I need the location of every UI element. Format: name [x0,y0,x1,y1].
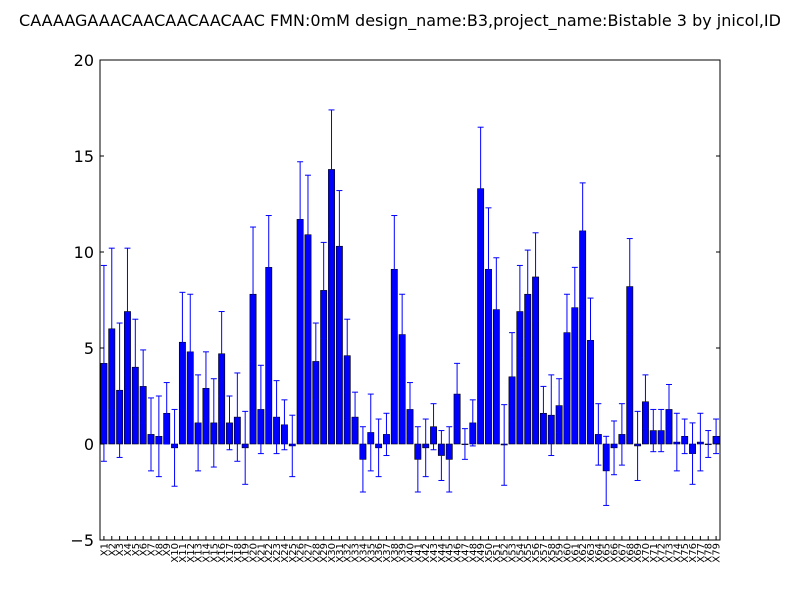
x-tick-label: X7 [147,543,158,556]
x-tick-label: X76 [688,543,699,563]
x-tick-label: X70 [641,543,652,563]
x-tick-label: X56 [531,543,542,563]
x-tick-label: X71 [649,543,660,563]
x-tick-label: X36 [374,543,385,563]
x-tick-label: X50 [484,543,495,563]
x-tick-label: X33 [351,543,362,563]
x-tick-label: X65 [602,543,613,563]
x-tick-label: X20 [249,543,260,563]
x-tick-label: X52 [500,543,511,563]
x-tick-label: X24 [280,543,291,563]
x-tick-label: X31 [335,543,346,563]
x-tick-label: X16 [217,543,228,563]
x-tick-label: X13 [194,543,205,563]
x-tick-label: X48 [468,543,479,563]
x-tick-label: X38 [390,543,401,563]
x-tick-label: X40 [406,543,417,563]
x-tick-label: X28 [311,543,322,563]
y-tick-label: 5 [84,339,94,358]
x-tick-label: X46 [453,543,464,563]
error-bars-layer [100,109,720,506]
x-tick-label: X10 [170,543,181,563]
x-tick-label: X1 [99,543,110,556]
x-axis: X1X2X3X4X5X6X7X8X9X10X11X12X13X14X15X16X… [99,536,723,563]
x-tick-label: X59 [555,543,566,563]
x-tick-label: X39 [398,543,409,563]
x-tick-label: X44 [437,543,448,563]
x-tick-label: X79 [712,543,723,563]
x-tick-label: X42 [421,543,432,563]
x-tick-label: X60 [562,543,573,563]
x-tick-label: X69 [633,543,644,563]
y-axis: −5 0 5 10 15 20 [70,51,720,550]
x-tick-label: X41 [413,543,424,563]
x-tick-label: X35 [366,543,377,563]
x-tick-label: X64 [594,543,605,563]
y-tick-label: −5 [70,531,94,550]
y-tick-label: 0 [84,435,94,454]
x-tick-label: X18 [233,543,244,563]
x-tick-label: X78 [704,543,715,563]
x-tick-label: X57 [539,543,550,563]
x-tick-label: X2 [107,543,118,556]
x-tick-label: X25 [288,543,299,563]
x-tick-label: X73 [664,543,675,563]
x-tick-label: X77 [696,543,707,563]
x-tick-label: X34 [358,543,369,563]
x-tick-label: X49 [476,543,487,563]
chart-title: CAAAAGAAACAACAACAACAAC FMN:0mM design_na… [19,11,781,31]
x-tick-label: X66 [610,543,621,563]
x-tick-label: X53 [508,543,519,563]
x-tick-label: X54 [515,543,526,563]
x-tick-label: X6 [139,543,150,556]
x-tick-label: X3 [115,543,126,556]
x-tick-label: X26 [296,543,307,563]
x-tick-label: X67 [617,543,628,563]
x-tick-label: X29 [319,543,330,563]
x-tick-label: X74 [672,543,683,563]
plot-frame [99,59,721,541]
y-tick-label: 15 [74,147,94,166]
x-tick-label: X75 [680,543,691,563]
x-tick-label: X21 [256,543,267,563]
x-tick-label: X19 [241,543,252,563]
x-tick-label: X43 [429,543,440,563]
x-tick-label: X22 [264,543,275,563]
x-tick-label: X14 [201,543,212,563]
x-tick-label: X9 [162,543,173,556]
x-tick-label: X63 [586,543,597,563]
x-tick-label: X12 [186,543,197,563]
x-tick-label: X27 [303,543,314,563]
x-tick-label: X23 [272,543,283,563]
x-tick-label: X15 [209,543,220,563]
x-tick-label: X17 [225,543,236,563]
x-tick-label: X62 [578,543,589,563]
x-tick-label: X61 [570,543,581,563]
x-tick-label: X5 [131,543,142,556]
x-tick-label: X47 [460,543,471,563]
x-tick-label: X30 [327,543,338,563]
x-tick-label: X68 [625,543,636,563]
x-tick-label: X8 [154,543,165,556]
x-tick-label: X32 [343,543,354,563]
x-tick-label: X37 [382,543,393,563]
x-tick-label: X45 [445,543,456,563]
x-tick-label: X72 [657,543,668,563]
x-tick-label: X51 [492,543,503,563]
y-tick-label: 10 [74,243,94,262]
x-tick-label: X11 [178,543,189,563]
x-tick-label: X58 [547,543,558,563]
y-tick-label: 20 [74,51,94,70]
x-tick-label: X4 [123,543,134,556]
x-tick-label: X55 [523,543,534,563]
